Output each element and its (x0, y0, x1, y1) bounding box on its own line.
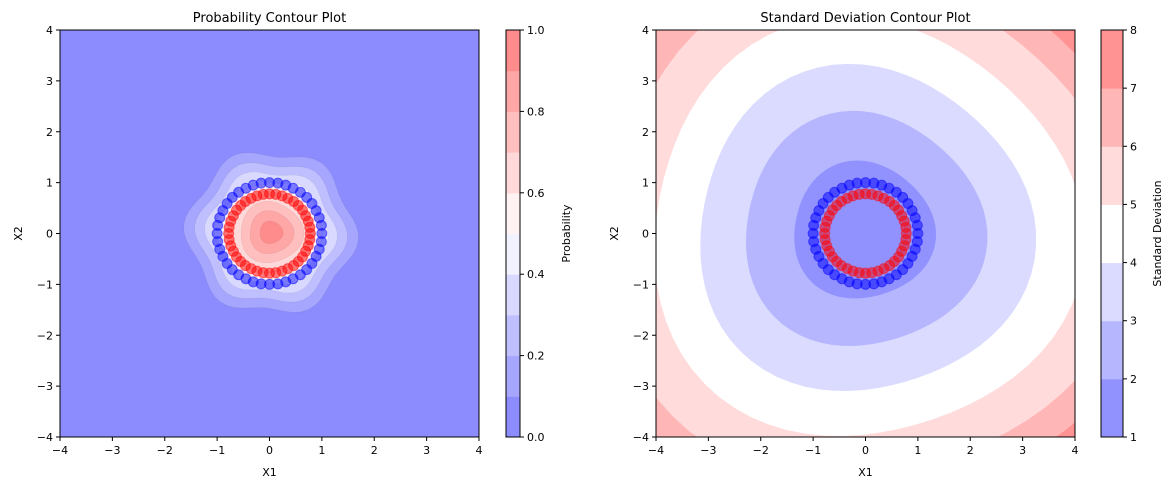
colorbar-frame (505, 29, 521, 438)
y-tick-label: −1 (37, 278, 53, 291)
x-tick-label: 0 (266, 444, 273, 457)
colorbar-tick-label: 0.8 (527, 105, 545, 118)
x-tick-label: −2 (753, 444, 769, 457)
x-tick-label: 1 (914, 444, 921, 457)
colorbar-tick-label: 1 (1130, 431, 1137, 444)
y-tick-label: 2 (46, 126, 53, 139)
y-tick-label: 4 (46, 24, 53, 37)
colorbar-tick-label: 4 (1130, 257, 1137, 270)
y-tick-label: −3 (37, 380, 53, 393)
colorbar-band (506, 355, 520, 397)
x-tick-label: −2 (157, 444, 173, 457)
y-tick-label: 3 (642, 75, 649, 88)
colorbar-band (506, 192, 520, 234)
contour-fill (656, 30, 1075, 437)
x-tick-label: −1 (805, 444, 821, 457)
scatter-point-blue (911, 236, 923, 248)
colorbar-label: Standard Deviation (1151, 180, 1164, 286)
colorbar-tick-label: 0.0 (527, 431, 545, 444)
y-tick-label: 1 (46, 177, 53, 190)
y-tick-label: −1 (633, 278, 649, 291)
chart-title: Standard Deviation Contour Plot (760, 11, 970, 26)
contour-fill (60, 30, 479, 437)
x-axis-label: X1 (262, 466, 277, 479)
colorbar-tick-label: 2 (1130, 373, 1137, 386)
colorbar-band (506, 152, 520, 194)
colorbar-band (506, 70, 520, 112)
colorbar-frame (1100, 29, 1124, 438)
y-tick-label: −2 (633, 329, 649, 342)
colorbar-tick-label: 8 (1130, 24, 1137, 37)
colorbar-tick-label: 6 (1130, 140, 1137, 153)
contour-band (259, 220, 284, 244)
scatter-point-red (900, 234, 912, 246)
x-tick-label: −3 (700, 444, 716, 457)
colorbar-band (506, 111, 520, 153)
x-tick-label: 1 (318, 444, 325, 457)
y-tick-label: −4 (37, 431, 53, 444)
x-axis-label: X1 (858, 466, 873, 479)
colorbar-tick-label: 7 (1130, 82, 1137, 95)
y-tick-label: 2 (642, 126, 649, 139)
scatter-point-blue (315, 236, 327, 248)
colorbar-label: Probability (560, 204, 573, 263)
colorbar-band (1101, 204, 1123, 264)
x-tick-label: 2 (967, 444, 974, 457)
colorbar-band (1101, 262, 1123, 322)
colorbar-band (1101, 378, 1123, 438)
y-axis-label: X2 (12, 226, 25, 241)
y-tick-label: 4 (642, 24, 649, 37)
x-tick-label: 4 (476, 444, 483, 457)
y-axis-label: X2 (608, 226, 621, 241)
y-tick-label: 0 (642, 228, 649, 241)
x-tick-label: 3 (423, 444, 430, 457)
colorbar-band (506, 274, 520, 316)
colorbar-band (506, 396, 520, 438)
colorbar-tick-label: 1.0 (527, 24, 545, 37)
x-tick-label: −4 (52, 444, 68, 457)
x-tick-label: 3 (1019, 444, 1026, 457)
y-tick-label: −2 (37, 329, 53, 342)
colorbar-tick-label: 3 (1130, 315, 1137, 328)
colorbar-band (506, 314, 520, 357)
colorbar-band (1101, 30, 1123, 89)
y-tick-label: −3 (633, 380, 649, 393)
scatter-point-red (304, 234, 316, 246)
colorbar-tick-label: 0.6 (527, 187, 545, 200)
y-tick-label: 3 (46, 75, 53, 88)
y-tick-label: −4 (633, 431, 649, 444)
colorbar-tick-label: 0.4 (527, 268, 545, 281)
x-tick-label: −3 (104, 444, 120, 457)
colorbar-band (1101, 320, 1123, 380)
colorbar-band (1101, 88, 1123, 147)
y-tick-label: 1 (642, 177, 649, 190)
chart-title: Probability Contour Plot (193, 11, 346, 26)
x-tick-label: −4 (648, 444, 664, 457)
colorbar-band (506, 30, 520, 72)
colorbar-band (506, 233, 520, 275)
y-tick-label: 0 (46, 228, 53, 241)
colorbar-band (1101, 146, 1123, 205)
colorbar-tick-label: 0.2 (527, 350, 545, 363)
x-tick-label: 4 (1072, 444, 1079, 457)
x-tick-label: 0 (862, 444, 869, 457)
colorbar-tick-label: 5 (1130, 198, 1137, 211)
x-tick-label: −1 (209, 444, 225, 457)
x-tick-label: 2 (371, 444, 378, 457)
